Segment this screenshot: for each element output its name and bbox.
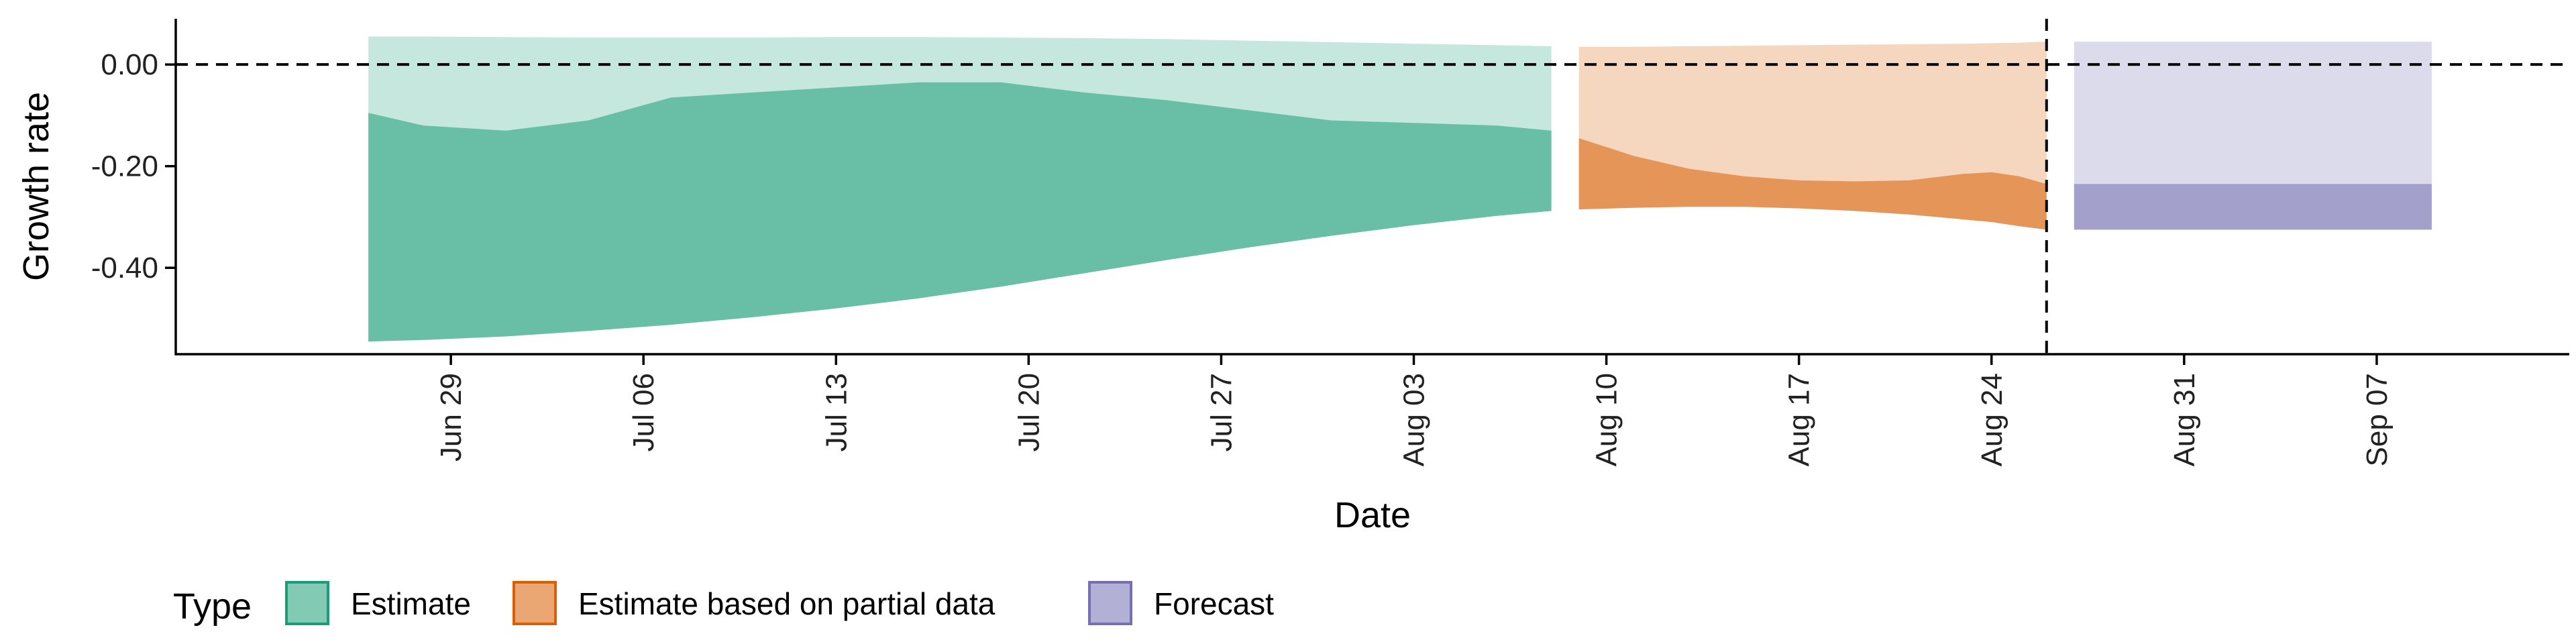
forecast-inner-band [2074, 184, 2432, 230]
x-tick-label: Aug 31 [2168, 373, 2201, 466]
estimate-inner-band [368, 82, 1552, 342]
y-axis-ticks: 0.00 -0.20 -0.40 [91, 48, 176, 284]
legend-label-forecast: Forecast [1154, 586, 1274, 621]
legend-label-estimate-based-on-partial-data: Estimate based on partial data [578, 586, 996, 621]
x-tick-label: Jul 06 [627, 373, 660, 451]
x-tick-label: Aug 17 [1783, 373, 1816, 466]
legend-swatch-estimate-based-on-partial-data [513, 581, 557, 625]
legend-swatch-forecast [1088, 581, 1132, 625]
x-tick-label: Jul 20 [1012, 373, 1045, 451]
x-axis-ticks: Jun 29 Jul 06 Jul 13 Jul 20 Jul 27 Aug 03 Aug … [435, 354, 2394, 466]
y-tick-label: 0.00 [101, 48, 158, 81]
x-axis-title: Date [1334, 495, 1411, 535]
legend-label-estimate: Estimate [351, 586, 471, 621]
x-tick-label: Aug 10 [1591, 373, 1623, 466]
x-tick-label: Aug 03 [1398, 373, 1431, 466]
x-tick-label: Sep 07 [2361, 373, 2394, 466]
x-tick-label: Jul 27 [1205, 373, 1238, 451]
legend-title: Type [173, 586, 252, 627]
estimate-based-on-partial-data-inner-band [1578, 138, 2047, 230]
y-axis-title: Growth rate [16, 92, 56, 281]
legend-items: Estimate Estimate based on partial data Fo… [285, 581, 1274, 625]
legend-swatch-estimate [285, 581, 329, 625]
forecast-outer-band [2074, 42, 2432, 230]
y-tick-label: -0.20 [91, 150, 158, 183]
y-tick-label: -0.40 [91, 252, 158, 284]
legend: Type Estimate Estimate based on partial d… [173, 581, 1274, 627]
x-tick-label: Aug 24 [1976, 373, 2008, 466]
x-tick-label: Jul 13 [820, 373, 853, 451]
x-tick-label: Jun 29 [435, 373, 468, 462]
ribbons-layer [368, 36, 2432, 342]
